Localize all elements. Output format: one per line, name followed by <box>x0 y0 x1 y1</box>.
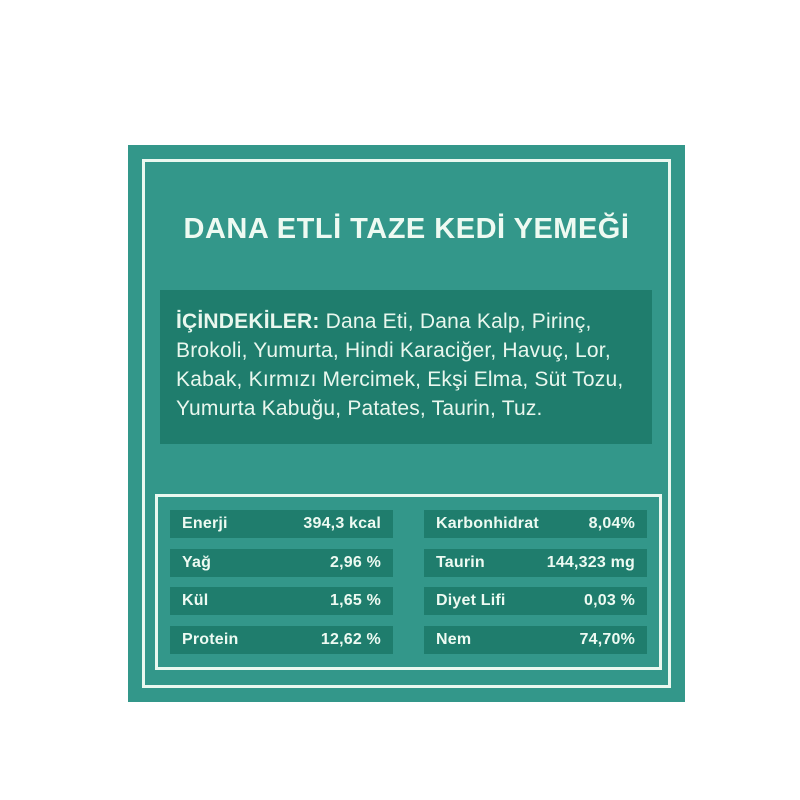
nutrition-label: Kül <box>182 592 209 610</box>
nutrition-value: 144,323 mg <box>546 553 635 571</box>
nutrition-value: 2,96 % <box>329 553 381 571</box>
nutrition-row-enerji: Enerji 394,3 kcal <box>170 510 393 538</box>
ingredients-heading: İÇİNDEKİLER: <box>176 310 320 333</box>
nutrition-column-left: Enerji 394,3 kcal Yağ 2,96 % Kül 1,65 % … <box>170 510 393 654</box>
nutrition-row-protein: Protein 12,62 % <box>170 625 393 654</box>
nutrition-row-nem: Nem 74,70% <box>424 625 647 654</box>
nutrition-label: Yağ <box>182 553 212 571</box>
nutrition-column-right: Karbonhidrat 8,04% Taurin 144,323 mg Diy… <box>424 510 647 654</box>
nutrition-label: Diyet Lifi <box>436 592 506 610</box>
product-title: DANA ETLİ TAZE KEDİ YEMEĞİ <box>183 213 630 245</box>
nutrition-label: Enerji <box>182 515 228 532</box>
nutrition-label: Karbonhidrat <box>436 515 539 532</box>
nutrition-row-yag: Yağ 2,96 % <box>170 548 393 577</box>
nutrition-value: 394,3 kcal <box>303 515 381 532</box>
nutrition-value: 1,65 % <box>329 592 381 610</box>
nutrition-value: 0,03 % <box>583 592 635 610</box>
nutrition-value: 74,70% <box>579 630 635 648</box>
nutrition-row-taurin: Taurin 144,323 mg <box>424 548 647 577</box>
nutrition-row-kul: Kül 1,65 % <box>170 587 393 616</box>
nutrition-value: 12,62 % <box>320 630 381 648</box>
nutrition-row-diyet-lifi: Diyet Lifi 0,03 % <box>424 587 647 616</box>
product-label-card: DANA ETLİ TAZE KEDİ YEMEĞİ İÇİNDEKİLER: … <box>128 145 685 702</box>
nutrition-table: Enerji 394,3 kcal Yağ 2,96 % Kül 1,65 % … <box>155 494 662 670</box>
ingredients-panel: İÇİNDEKİLER: Dana Eti, Dana Kalp, Pirinç… <box>160 290 652 444</box>
nutrition-label: Nem <box>436 630 472 648</box>
nutrition-row-karbonhidrat: Karbonhidrat 8,04% <box>424 510 647 538</box>
nutrition-value: 8,04% <box>588 515 635 532</box>
nutrition-label: Taurin <box>436 553 485 571</box>
ingredients-text: Dana Eti, Dana Kalp, Pirinç, Brokoli, Yu… <box>176 310 624 420</box>
nutrition-label: Protein <box>182 630 239 648</box>
